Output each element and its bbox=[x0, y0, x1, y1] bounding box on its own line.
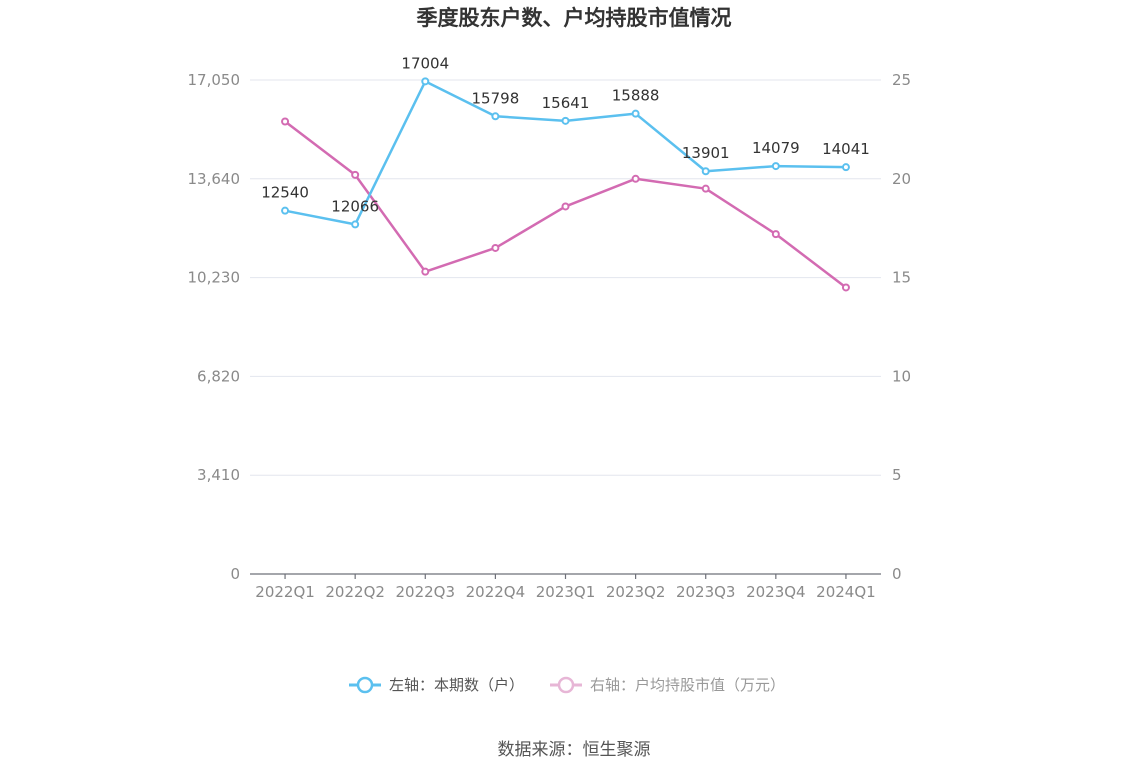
right-tick-label: 15 bbox=[892, 269, 911, 287]
right-tick-label: 20 bbox=[892, 170, 911, 188]
data-label: 14079 bbox=[752, 139, 800, 157]
right-tick-label: 25 bbox=[892, 71, 911, 89]
data-point[interactable] bbox=[351, 170, 360, 179]
series-left: 12540 12066 17004 15798 15641 15888 13901 14079… bbox=[261, 54, 870, 229]
data-point[interactable] bbox=[631, 109, 640, 118]
data-point[interactable] bbox=[841, 283, 850, 292]
left-tick-label: 0 bbox=[230, 565, 240, 583]
x-tick-label: 2022Q2 bbox=[325, 583, 385, 601]
left-axis-ticks: 0 3,410 6,820 10,230 13,640 17,050 bbox=[188, 71, 241, 583]
x-tick-label: 2022Q1 bbox=[255, 583, 315, 601]
data-label: 17004 bbox=[401, 54, 449, 72]
right-tick-label: 0 bbox=[892, 565, 902, 583]
data-point[interactable] bbox=[421, 77, 430, 86]
x-tick-label: 2023Q3 bbox=[676, 583, 736, 601]
data-point[interactable] bbox=[771, 162, 780, 171]
data-point[interactable] bbox=[491, 243, 500, 252]
chart-title: 季度股东户数、户均持股市值情况 bbox=[417, 6, 732, 30]
data-point[interactable] bbox=[701, 167, 710, 176]
series-right bbox=[281, 117, 850, 292]
x-tick-label: 2022Q4 bbox=[466, 583, 526, 601]
left-tick-label: 3,410 bbox=[197, 466, 240, 484]
data-point[interactable] bbox=[351, 220, 360, 229]
data-label: 15888 bbox=[612, 87, 660, 105]
legend-item-right-series[interactable]: 右轴：户均持股市值（万元） bbox=[550, 676, 785, 694]
data-point[interactable] bbox=[561, 202, 570, 211]
data-point[interactable] bbox=[281, 206, 290, 215]
legend-marker-icon bbox=[356, 676, 374, 694]
x-tick-label: 2023Q1 bbox=[536, 583, 596, 601]
legend-item-left-series[interactable]: 左轴：本期数（户） bbox=[349, 676, 524, 694]
left-tick-label: 6,820 bbox=[197, 367, 240, 385]
right-axis-ticks: 0 5 10 15 20 25 bbox=[892, 71, 911, 583]
data-label: 15641 bbox=[542, 94, 590, 112]
data-label: 14041 bbox=[822, 140, 870, 158]
data-point[interactable] bbox=[421, 267, 430, 276]
data-point[interactable] bbox=[771, 230, 780, 239]
data-label: 15798 bbox=[472, 89, 520, 107]
legend-label-right: 右轴：户均持股市值（万元） bbox=[590, 676, 785, 694]
right-tick-label: 5 bbox=[892, 466, 902, 484]
left-tick-label: 10,230 bbox=[188, 269, 241, 287]
x-tick-label: 2024Q1 bbox=[816, 583, 876, 601]
x-tick-label: 2022Q3 bbox=[396, 583, 456, 601]
data-point[interactable] bbox=[631, 174, 640, 183]
data-label: 13901 bbox=[682, 144, 730, 162]
left-tick-label: 17,050 bbox=[188, 71, 241, 89]
data-point[interactable] bbox=[701, 184, 710, 193]
x-axis: 2022Q1 2022Q2 2022Q3 2022Q4 2023Q1 2023Q2 2023… bbox=[250, 573, 881, 601]
data-point[interactable] bbox=[491, 112, 500, 121]
right-tick-label: 10 bbox=[892, 367, 911, 385]
x-tick-label: 2023Q4 bbox=[746, 583, 806, 601]
data-point[interactable] bbox=[281, 117, 290, 126]
source-note: 数据来源：恒生聚源 bbox=[498, 740, 651, 760]
left-tick-label: 13,640 bbox=[188, 170, 241, 188]
legend: 左轴：本期数（户） 右轴：户均持股市值（万元） bbox=[349, 676, 785, 694]
legend-label-left: 左轴：本期数（户） bbox=[389, 676, 524, 694]
data-point[interactable] bbox=[841, 163, 850, 172]
legend-marker-icon bbox=[557, 676, 575, 694]
data-label: 12540 bbox=[261, 184, 309, 202]
x-tick-label: 2023Q2 bbox=[606, 583, 666, 601]
data-label: 12066 bbox=[331, 197, 379, 215]
series-layer: 12540 12066 17004 15798 15641 15888 13901 14079… bbox=[261, 54, 870, 292]
data-point[interactable] bbox=[561, 116, 570, 125]
